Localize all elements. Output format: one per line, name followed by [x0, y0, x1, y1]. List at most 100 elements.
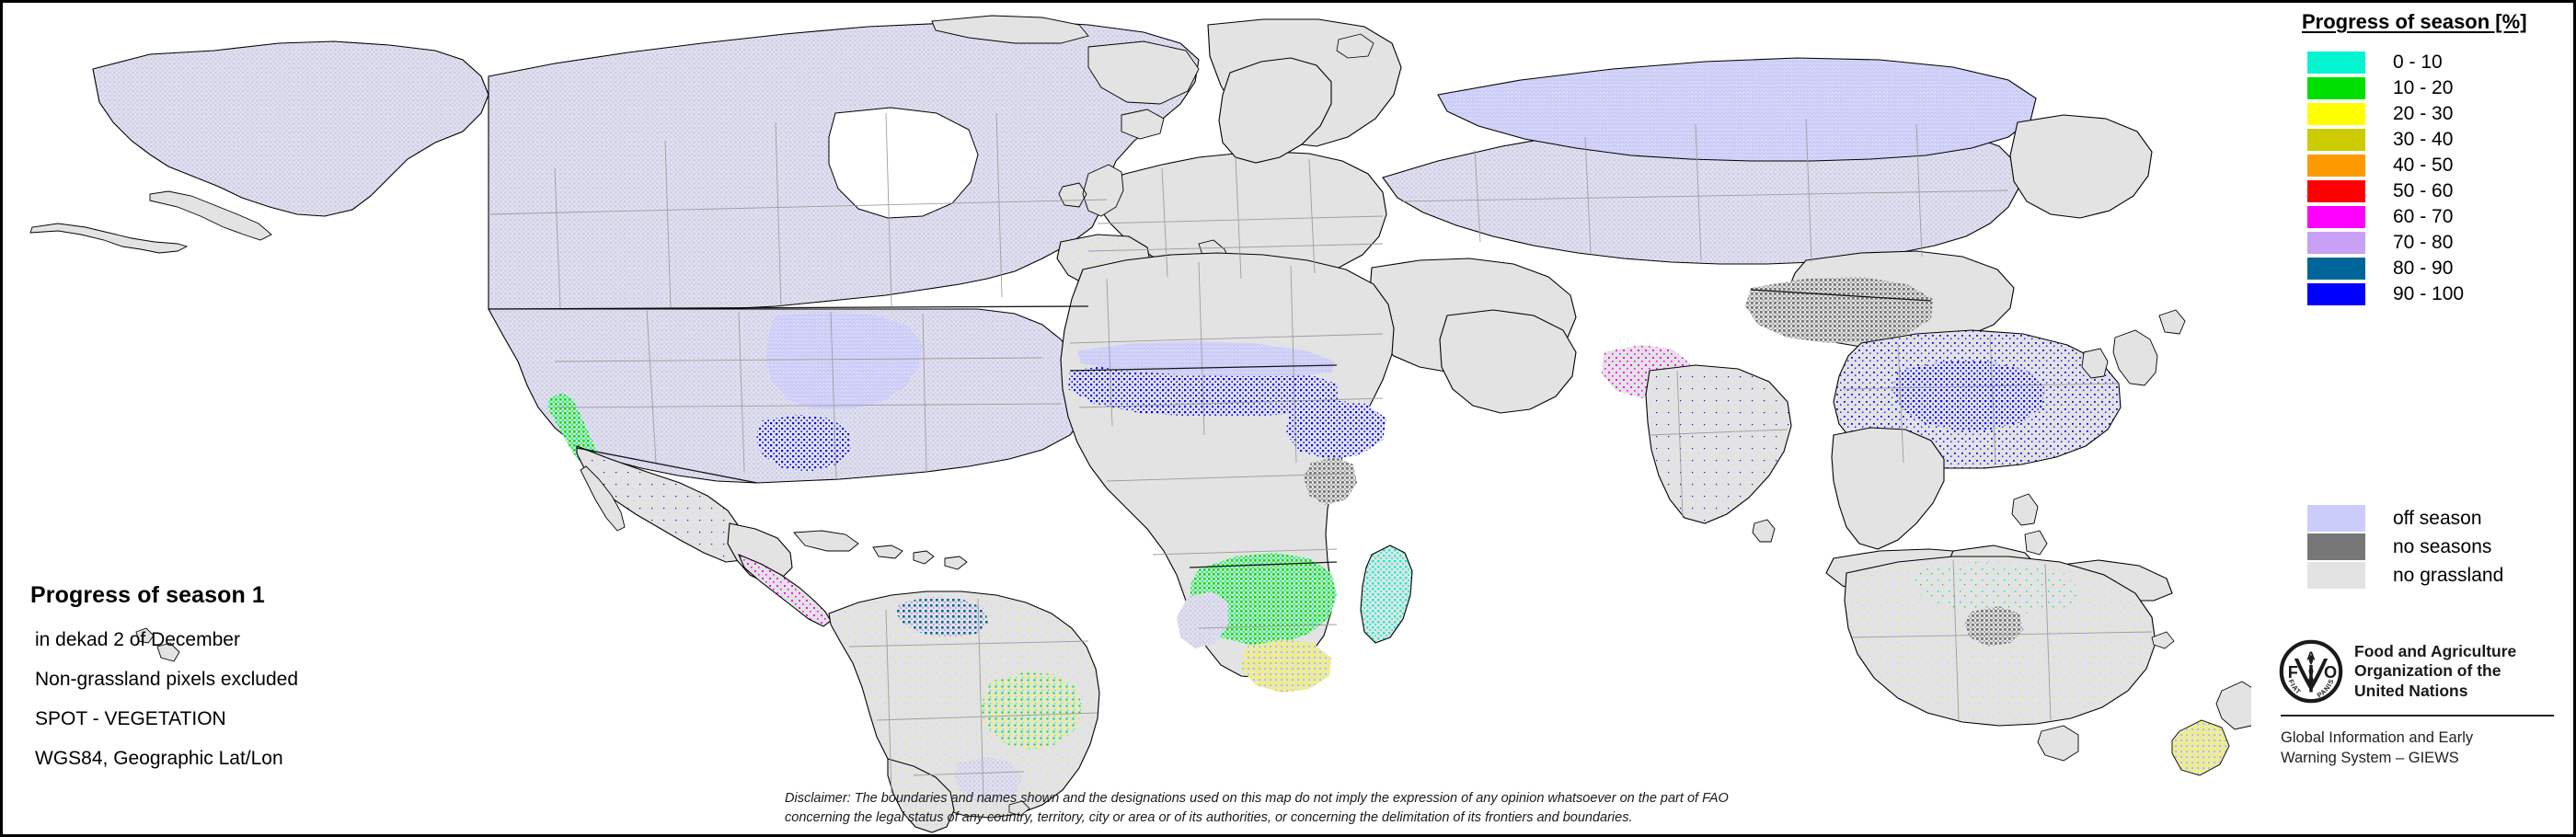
fao-name-line-3: United Nations — [2354, 681, 2468, 700]
land-nz-north — [2215, 681, 2251, 730]
land-iceland — [1121, 109, 1165, 140]
map-title-block: Progress of season 1 in dekad 2 of Decem… — [30, 582, 398, 787]
land-arctic-islands — [931, 15, 1089, 44]
legend-label-0-10: 0 - 10 — [2393, 52, 2443, 73]
land-centralamerica — [737, 553, 832, 627]
water-hudson-bay — [828, 107, 979, 219]
land-svalbard — [1336, 33, 1374, 59]
legend-swatch-no-seasons — [2307, 533, 2365, 560]
land-new-caledonia — [2151, 631, 2175, 649]
fao-unit-line-1: Global Information and Early — [2281, 729, 2474, 746]
data-china-blue — [1892, 361, 2045, 430]
world-map-canvas[interactable] — [3, 3, 2251, 834]
legend-item[interactable]: 0 - 10 — [2307, 51, 2464, 75]
legend-swatch-20-30 — [2307, 103, 2365, 125]
data-east-africa-blue — [1285, 400, 1386, 459]
legend-swatch-no-grassland — [2307, 562, 2365, 589]
land-alaska — [92, 40, 489, 217]
legend-swatch-70-80 — [2307, 232, 2365, 254]
legend-item[interactable]: 30 - 40 — [2307, 128, 2464, 152]
legend-label-50-60: 50 - 60 — [2393, 180, 2454, 201]
legend-title: Progress of season [%] — [2302, 10, 2527, 33]
administrative-borders — [488, 112, 2153, 804]
landmasses — [29, 15, 2251, 833]
legend-swatch-90-100 — [2307, 283, 2365, 305]
world-map-svg[interactable] — [3, 3, 2251, 834]
legend-swatch-off-season — [2307, 505, 2365, 532]
disclaimer: Disclaimer: The boundaries and names sho… — [785, 789, 2054, 828]
legend-swatch-50-60 — [2307, 180, 2365, 202]
legend-item[interactable]: 50 - 60 — [2307, 179, 2464, 203]
country-borders — [488, 289, 1932, 568]
data-sahel-offseason — [1077, 341, 1335, 376]
land-philippines — [2011, 493, 2048, 556]
fao-name-line-2: Organization of the — [2354, 661, 2501, 681]
fao-unit-line-2: Warning System – GIEWS — [2281, 750, 2459, 767]
legend-label-80-90: 80 - 90 — [2393, 258, 2454, 279]
land-siberia-north — [1437, 57, 2037, 162]
legend-status-list: off season no seasons no grassland — [2307, 504, 2503, 590]
legend-swatch-10-20 — [2307, 77, 2365, 99]
legend-swatch-60-70 — [2307, 206, 2365, 228]
data-tibet-noseason — [1745, 277, 1933, 343]
legend-status-item[interactable]: off season — [2307, 504, 2503, 533]
land-baja — [580, 465, 626, 532]
data-texas-blue — [755, 415, 851, 472]
land-india — [1645, 364, 1792, 524]
land-hawaii — [135, 627, 180, 662]
land-alaska-peninsula — [149, 190, 272, 241]
land-tasmania — [2037, 725, 2079, 762]
legend-label-40-50: 40 - 50 — [2393, 155, 2454, 176]
land-caribbean — [793, 530, 968, 570]
land-falklands — [1008, 800, 1030, 817]
data-namibia-off — [1177, 591, 1228, 648]
legend-item[interactable]: 80 - 90 — [2307, 257, 2464, 281]
land-britain — [1058, 164, 1124, 217]
page-title: Progress of season 1 — [30, 582, 265, 608]
land-scandinavia — [1218, 57, 1332, 164]
legend-label-70-80: 70 - 80 — [2393, 232, 2454, 253]
land-aleutians — [29, 223, 189, 254]
land-nz-south — [2171, 719, 2230, 776]
fao-logo-letter-o: O — [2324, 663, 2337, 682]
fao-logo-letter-a: A — [2306, 648, 2316, 662]
legend-label-off-season: off season — [2393, 507, 2482, 529]
legend-item[interactable]: 10 - 20 — [2307, 76, 2464, 100]
legend-swatch-80-90 — [2307, 258, 2365, 280]
land-madagascar — [1360, 545, 1413, 644]
legend-label-60-70: 60 - 70 — [2393, 206, 2454, 227]
legend-item[interactable]: 20 - 30 — [2307, 102, 2464, 126]
fao-organization-name: Food and Agriculture Organization of the… — [2354, 642, 2516, 701]
legend-label-10-20: 10 - 20 — [2393, 77, 2454, 98]
fao-name-line-1: Food and Agriculture — [2354, 641, 2517, 660]
legend-label-20-30: 20 - 30 — [2393, 103, 2454, 124]
data-central-australia-noseason — [1964, 606, 2023, 647]
legend-item[interactable]: 40 - 50 — [2307, 154, 2464, 178]
land-korea — [2081, 348, 2109, 379]
fao-branding: F A O FIAT PANIS Food and Agriculture Or… — [2279, 639, 2555, 769]
data-cerrado — [980, 672, 1083, 750]
data-pampas — [954, 757, 1022, 803]
legend-item[interactable]: 90 - 100 — [2307, 282, 2464, 306]
legend-label-30-40: 30 - 40 — [2393, 129, 2454, 150]
legend-swatch-40-50 — [2307, 155, 2365, 177]
legend-item[interactable]: 70 - 80 — [2307, 231, 2464, 255]
legend-panel: Progress of season [%] 0 - 10 10 - 20 20… — [2251, 3, 2573, 834]
fao-divider — [2281, 715, 2554, 717]
data-rift-noseason — [1304, 457, 1357, 505]
legend-swatch-30-40 — [2307, 129, 2365, 151]
fao-logo-icon: F A O FIAT PANIS — [2279, 639, 2343, 704]
legend-status-item[interactable]: no seasons — [2307, 533, 2503, 561]
legend-label-no-seasons: no seasons — [2393, 535, 2492, 557]
subtitle-period: in dekad 2 of December — [35, 629, 240, 650]
fao-logo-letter-f: F — [2288, 663, 2298, 682]
legend-swatch-0-10 — [2307, 52, 2365, 74]
legend-item[interactable]: 60 - 70 — [2307, 205, 2464, 229]
data-great-plains-off — [766, 312, 923, 409]
legend-label-90-100: 90 - 100 — [2393, 283, 2465, 304]
subtitle-projection: WGS84, Geographic Lat/Lon — [35, 748, 283, 769]
legend-class-list: 0 - 10 10 - 20 20 - 30 30 - 40 40 - 50 5… — [2307, 51, 2464, 308]
legend-status-item[interactable]: no grassland — [2307, 561, 2503, 590]
land-srilanka — [1752, 519, 1776, 543]
